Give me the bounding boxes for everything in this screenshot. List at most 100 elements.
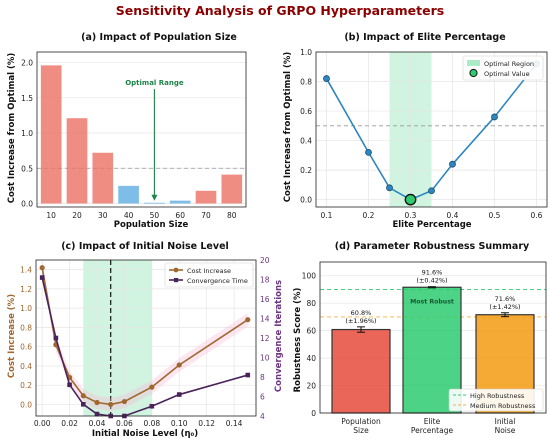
panel-d-legend-box [448, 388, 544, 412]
panel-d-value-label: 60.8% [351, 309, 372, 317]
panel-c-ytick-left-label: 1.4 [20, 266, 32, 275]
panel-c-convergence-line [41, 277, 248, 417]
panel-b-legend-label: Optimal Value [484, 70, 530, 78]
panel-c-legend-marker [174, 278, 179, 283]
panel-b-data-point [449, 160, 456, 168]
panel-a-bar [92, 152, 114, 204]
panel-c-ytick-left-label: 0.0 [20, 400, 32, 409]
panel-d-value-label: (±0.42%) [416, 277, 447, 285]
panel-c-cost-point [176, 362, 182, 368]
panel-b-ytick-label: 0.2 [300, 166, 312, 175]
panel-a-bar [118, 185, 139, 204]
panel-c-ylabel-left: Cost Increase (%) [7, 294, 17, 378]
panel-a-xtick-label: 60 [175, 211, 185, 220]
panel-d-ytick-label: 80 [306, 299, 316, 308]
panel-a-title: (a) Impact of Population Size [81, 32, 237, 43]
panel-d-ytick-label: 20 [306, 382, 316, 391]
panel-a-frame [36, 51, 247, 208]
panel-d-most-robust-label: Most Robust [410, 298, 454, 305]
panel-c-ytick-right-label: 6 [260, 393, 265, 402]
panel-a-xtick-label: 50 [150, 211, 160, 220]
panel-d-ylabel: Robustness Score (%) [293, 288, 303, 393]
panel-d-ytick-label: 40 [306, 354, 316, 363]
panel-a-xtick-label: 20 [72, 211, 82, 220]
panel-population-size: (a) Impact of Population Size Population… [7, 32, 247, 230]
panel-c-cost-point [108, 401, 114, 408]
panel-c-cost-point [149, 384, 155, 390]
panel-b-data-point [323, 75, 330, 82]
panel-c-ytick-right-label: 12 [260, 334, 270, 343]
panel-d-value-label: 91.6% [422, 269, 443, 277]
panel-a-bar [169, 200, 191, 204]
panel-c-xtick-label: 0.10 [171, 419, 188, 428]
panel-b-xtick-label: 0.6 [531, 211, 543, 220]
panel-c-ytick-right-label: 14 [260, 315, 270, 324]
panel-a-bar [66, 118, 88, 204]
panel-b-ytick-label: 0.6 [300, 107, 312, 116]
panel-c-ytick-left-label: 1.0 [20, 304, 32, 313]
panel-a-xlabel: Population Size [114, 220, 189, 230]
panel-a-xtick-label: 70 [201, 211, 211, 220]
panel-d-xtick-label: Elite [424, 417, 441, 426]
panel-a-ytick-label: 1.0 [21, 129, 33, 138]
panel-c-xtick-label: 0.08 [143, 419, 160, 428]
panel-d-ytick-label: 100 [302, 272, 317, 281]
panel-a-xtick-label: 10 [46, 211, 56, 220]
panel-b-title: (b) Impact of Elite Percentage [344, 32, 505, 43]
panel-b-optimal-marker [404, 193, 417, 206]
panel-c-convergence-point [80, 402, 86, 407]
panel-c-ylabel-right: Convergence Iterations [274, 280, 284, 392]
panel-a-ytick-label: 2.0 [21, 59, 33, 68]
panel-c-xtick-label: 0.00 [34, 419, 51, 428]
panel-d-xtick-label: Size [353, 426, 369, 435]
panel-c-xtick-label: 0.06 [116, 419, 133, 428]
panel-d-ytick-label: 60 [306, 327, 316, 336]
panel-c-ytick-left-label: 0.2 [20, 381, 32, 390]
panel-c-xtick-label: 0.02 [61, 419, 78, 428]
panel-d-value-label: (±1.96%) [345, 317, 376, 325]
panel-d-xtick-label: Initial [495, 417, 516, 426]
panel-elite-percentage: (b) Impact of Elite Percentage Elite Per… [283, 32, 548, 230]
panel-c-convergence-point [176, 392, 182, 397]
panel-b-ylabel: Cost Increase from Optimal (%) [283, 52, 293, 203]
panel-initial-noise: (c) Impact of Initial Noise Level Initia… [7, 241, 284, 439]
panel-b-frame [315, 51, 548, 208]
panel-c-cost-point [80, 393, 86, 399]
panel-a-ytick-label: 1.5 [21, 94, 33, 103]
panel-b-legend-label: Optimal Region [484, 60, 534, 68]
panel-a-bar [40, 65, 62, 204]
panel-c-ytick-right-label: 16 [260, 295, 270, 304]
panel-c-cost-point [245, 317, 251, 323]
panel-b-legend-marker [469, 68, 478, 78]
panel-c-ytick-right-label: 8 [260, 373, 265, 382]
panel-c-convergence-point [245, 372, 251, 378]
panel-c-xtick-label: 0.14 [226, 419, 243, 428]
panel-d-legend-label: Medium Robustness [470, 402, 536, 410]
panel-b-data-point [386, 184, 393, 192]
panel-c-cost-point [94, 399, 100, 406]
panel-c-ytick-left-label: 0.4 [20, 362, 32, 371]
panel-d-value-label: 71.6% [495, 295, 516, 303]
panel-c-ytick-right-label: 20 [260, 256, 270, 265]
panel-d-xtick-label: Population [341, 417, 381, 426]
panel-a-bar [221, 174, 243, 204]
panel-d-value-label: (±1.42%) [489, 303, 520, 311]
panel-b-data-point [365, 148, 372, 156]
panel-c-legend-label: Convergence Time [187, 277, 248, 285]
panel-b-xtick-label: 0.3 [405, 211, 417, 220]
panel-b-xtick-label: 0.1 [321, 211, 333, 220]
panel-c-legend-label: Cost Increase [187, 267, 231, 275]
panel-b-xtick-label: 0.2 [363, 211, 375, 220]
panel-d-ytick-label: 0 [311, 409, 316, 418]
panel-c-ytick-right-label: 18 [260, 276, 270, 285]
panel-robustness-summary: (d) Parameter Robustness Summary Robustn… [293, 241, 547, 435]
panel-b-ytick-label: 0.0 [300, 196, 312, 205]
panel-c-convergence-point [149, 403, 155, 409]
panel-c-legend-marker [173, 267, 179, 273]
panel-c-xlabel: Initial Noise Level (η₀) [92, 429, 198, 439]
panel-b-legend-box [462, 55, 544, 81]
panel-a-ytick-label: 0.0 [21, 199, 33, 208]
panel-d-title: (d) Parameter Robustness Summary [335, 241, 530, 252]
panel-a-ytick-label: 0.5 [21, 164, 33, 173]
